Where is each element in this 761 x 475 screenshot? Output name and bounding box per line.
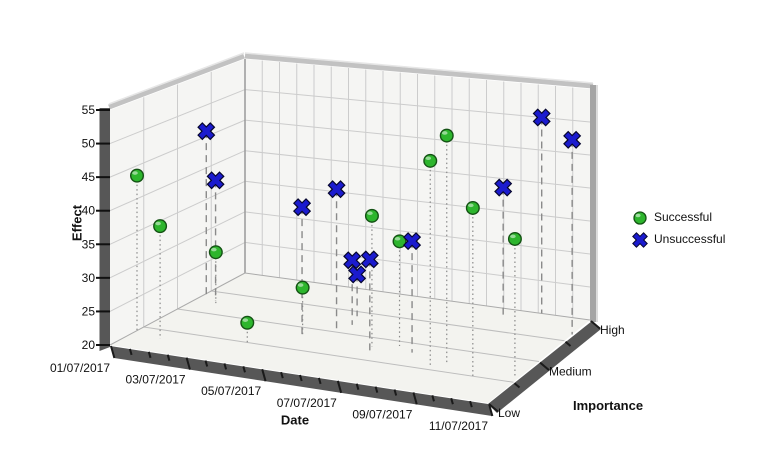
z-tick-label: 50: [82, 137, 96, 151]
z-tick-label: 35: [82, 237, 96, 251]
data-point-unsuccessful[interactable]: [400, 229, 424, 253]
data-point-successful[interactable]: [240, 315, 255, 330]
data-point-successful[interactable]: [507, 231, 522, 246]
data-point-successful[interactable]: [439, 128, 454, 143]
z-tick-label: 25: [82, 304, 96, 318]
gridlines: [109, 60, 591, 383]
data-point-successful[interactable]: [364, 208, 379, 223]
x-tick-label: 09/07/2017: [352, 407, 412, 421]
z-tick-label: 55: [82, 103, 96, 117]
z-tick-label: 45: [82, 170, 96, 184]
data-point-successful[interactable]: [295, 280, 310, 295]
legend-label-unsuccessful: Unsuccessful: [654, 232, 726, 246]
x-tick-label: 03/07/2017: [126, 373, 186, 387]
z-tick-label: 30: [82, 271, 96, 285]
y-axis-title: Importance: [573, 398, 644, 413]
y-tick-label: High: [600, 323, 625, 337]
data-point-unsuccessful[interactable]: [340, 248, 364, 272]
legend-item-successful[interactable]: Successful: [630, 206, 725, 228]
x-tick-label: 05/07/2017: [201, 384, 261, 398]
tick-labels: 55 50 45 40 35 30 25 20 01/07/2017 03/07/2017 05/0…: [50, 103, 625, 433]
data-point-unsuccessful[interactable]: [491, 175, 515, 199]
x-axis-title: Date: [280, 412, 310, 428]
z-axis-title: Effect: [69, 204, 85, 242]
data-point-unsuccessful[interactable]: [203, 168, 227, 192]
floor: [110, 273, 590, 403]
data-point-successful[interactable]: [392, 234, 407, 249]
data-point-unsuccessful[interactable]: [358, 247, 382, 271]
legend-label-successful: Successful: [654, 210, 713, 224]
data-point-successful[interactable]: [423, 153, 438, 168]
z-tick-label: 20: [82, 338, 96, 352]
data-point-unsuccessful[interactable]: [530, 105, 554, 129]
axis-bands: [96, 108, 601, 417]
y-tick-label: Medium: [549, 365, 592, 379]
data-point-unsuccessful[interactable]: [290, 195, 314, 219]
data-point-successful[interactable]: [153, 219, 168, 234]
x-tick-label: 01/07/2017: [50, 361, 110, 375]
x-tick-label: 07/07/2017: [277, 396, 337, 410]
data-point-successful[interactable]: [208, 245, 223, 260]
z-tick-label: 40: [82, 204, 96, 218]
x-tick-label: 11/07/2017: [429, 419, 488, 433]
data-point-unsuccessful[interactable]: [194, 119, 218, 143]
data-point-unsuccessful[interactable]: [324, 177, 348, 201]
legend-item-unsuccessful[interactable]: Unsuccessful: [630, 228, 725, 250]
legend: Successful Unsuccessful: [630, 206, 725, 250]
box-edges: [108, 52, 598, 346]
data-point-successful[interactable]: [465, 200, 480, 215]
y-tick-label: Low: [498, 406, 520, 420]
data-point-unsuccessful[interactable]: [560, 128, 584, 152]
droplines: [136, 117, 573, 378]
data-point-successful[interactable]: [129, 168, 144, 183]
unsuccessful-x-icon: [632, 232, 648, 248]
data-points: [129, 105, 584, 330]
successful-circle-icon: [633, 211, 647, 225]
